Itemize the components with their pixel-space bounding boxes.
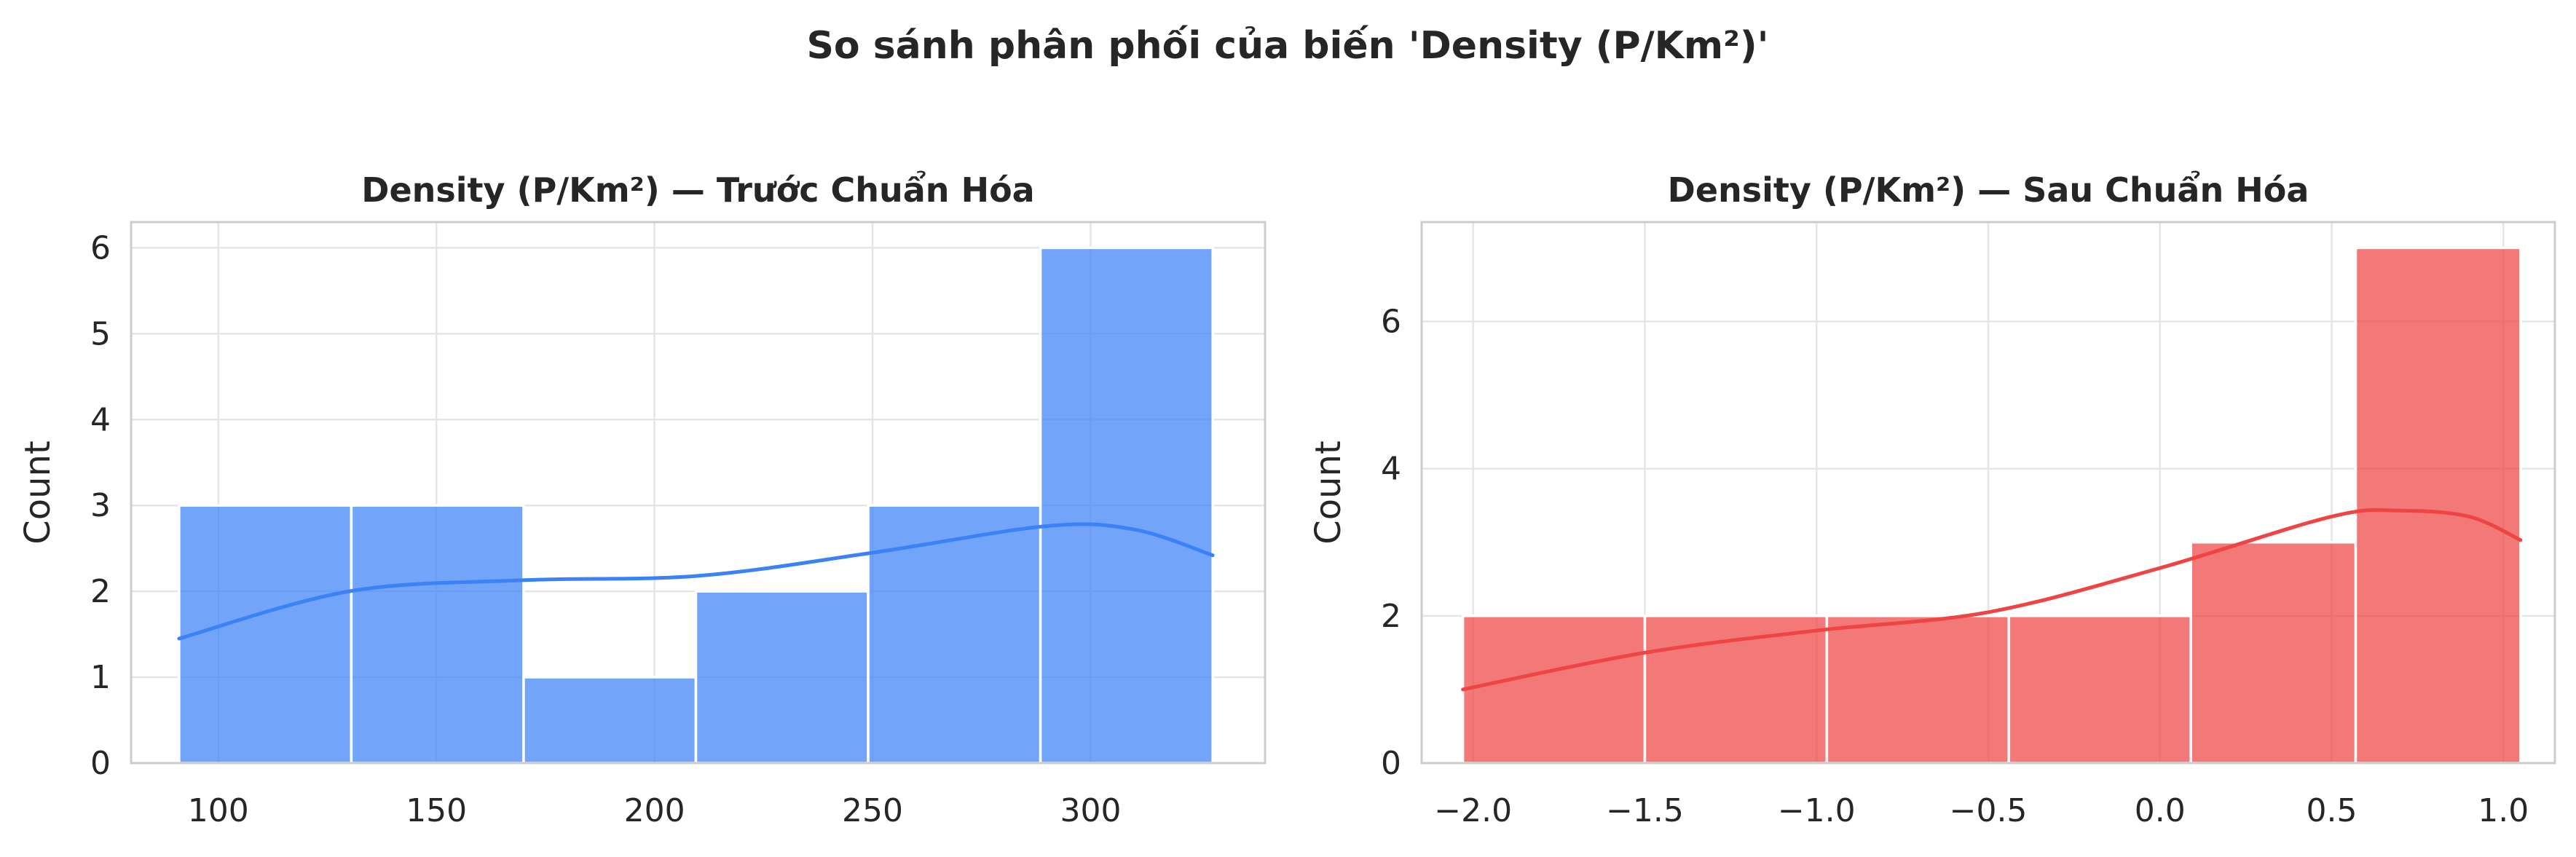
x-tick-label: 300 bbox=[1060, 792, 1121, 829]
x-tick-label: 0.0 bbox=[2135, 792, 2186, 829]
histogram-bar bbox=[350, 504, 525, 765]
y-tick-label: 5 bbox=[90, 315, 111, 352]
x-tick-label: −0.5 bbox=[1950, 792, 2028, 829]
x-tick-label: −1.5 bbox=[1606, 792, 1684, 829]
panel-title: Density (P/Km²) — Trước Chuẩn Hóa bbox=[361, 170, 1034, 210]
axes-frame bbox=[130, 221, 1267, 765]
histogram-bar bbox=[2189, 540, 2358, 765]
kde-curve bbox=[177, 522, 1215, 641]
x-tick-label: 250 bbox=[842, 792, 903, 829]
y-tick-label: 6 bbox=[1381, 303, 1401, 340]
y-tick-label: 6 bbox=[90, 229, 111, 266]
histogram-bar bbox=[2354, 246, 2522, 765]
y-axis-label: Count bbox=[17, 441, 58, 545]
x-tick-label: 100 bbox=[188, 792, 249, 829]
x-tick-label: 1.0 bbox=[2478, 792, 2529, 829]
histogram-bar bbox=[694, 590, 870, 765]
y-tick-label: 4 bbox=[1381, 451, 1401, 488]
y-axis-label: Count bbox=[1308, 441, 1349, 545]
histogram-bar bbox=[2007, 615, 2192, 765]
y-tick-label: 3 bbox=[90, 487, 111, 524]
y-tick-label: 0 bbox=[90, 745, 111, 782]
y-tick-label: 0 bbox=[1381, 745, 1401, 782]
x-tick-label: −2.0 bbox=[1434, 792, 1512, 829]
histogram-bar bbox=[867, 504, 1042, 765]
axes-frame bbox=[1420, 221, 2556, 765]
histogram-bar bbox=[1039, 246, 1214, 765]
y-tick-label: 2 bbox=[1381, 598, 1401, 635]
histogram-bar bbox=[522, 676, 698, 765]
y-tick-label: 4 bbox=[90, 401, 111, 438]
right-histogram-panel: −2.0 −1.5 −1.0 −0.5 0.0 0.5 1.0 0 2 4 6 Count Densit… bbox=[1308, 170, 2556, 829]
panel-title: Density (P/Km²) — Sau Chuẩn Hóa bbox=[1668, 170, 2309, 210]
y-tick-label: 2 bbox=[90, 573, 111, 610]
x-tick-label: −1.0 bbox=[1778, 792, 1856, 829]
histogram-bar bbox=[178, 504, 353, 765]
left-histogram-panel: 100 150 200 250 300 0 1 2 3 4 5 6 Count Density (P/Km… bbox=[17, 170, 1267, 829]
histogram-bar bbox=[1461, 615, 1647, 765]
y-tick-label: 1 bbox=[90, 659, 111, 696]
x-tick-label: 150 bbox=[406, 792, 467, 829]
histogram-bar bbox=[1643, 615, 1829, 765]
kde-curve bbox=[1461, 508, 2523, 692]
x-tick-label: 0.5 bbox=[2307, 792, 2358, 829]
histogram-bar bbox=[1825, 615, 2011, 765]
x-tick-label: 200 bbox=[624, 792, 685, 829]
figure-suptitle: So sánh phân phối của biến 'Density (P/K… bbox=[806, 24, 1768, 68]
